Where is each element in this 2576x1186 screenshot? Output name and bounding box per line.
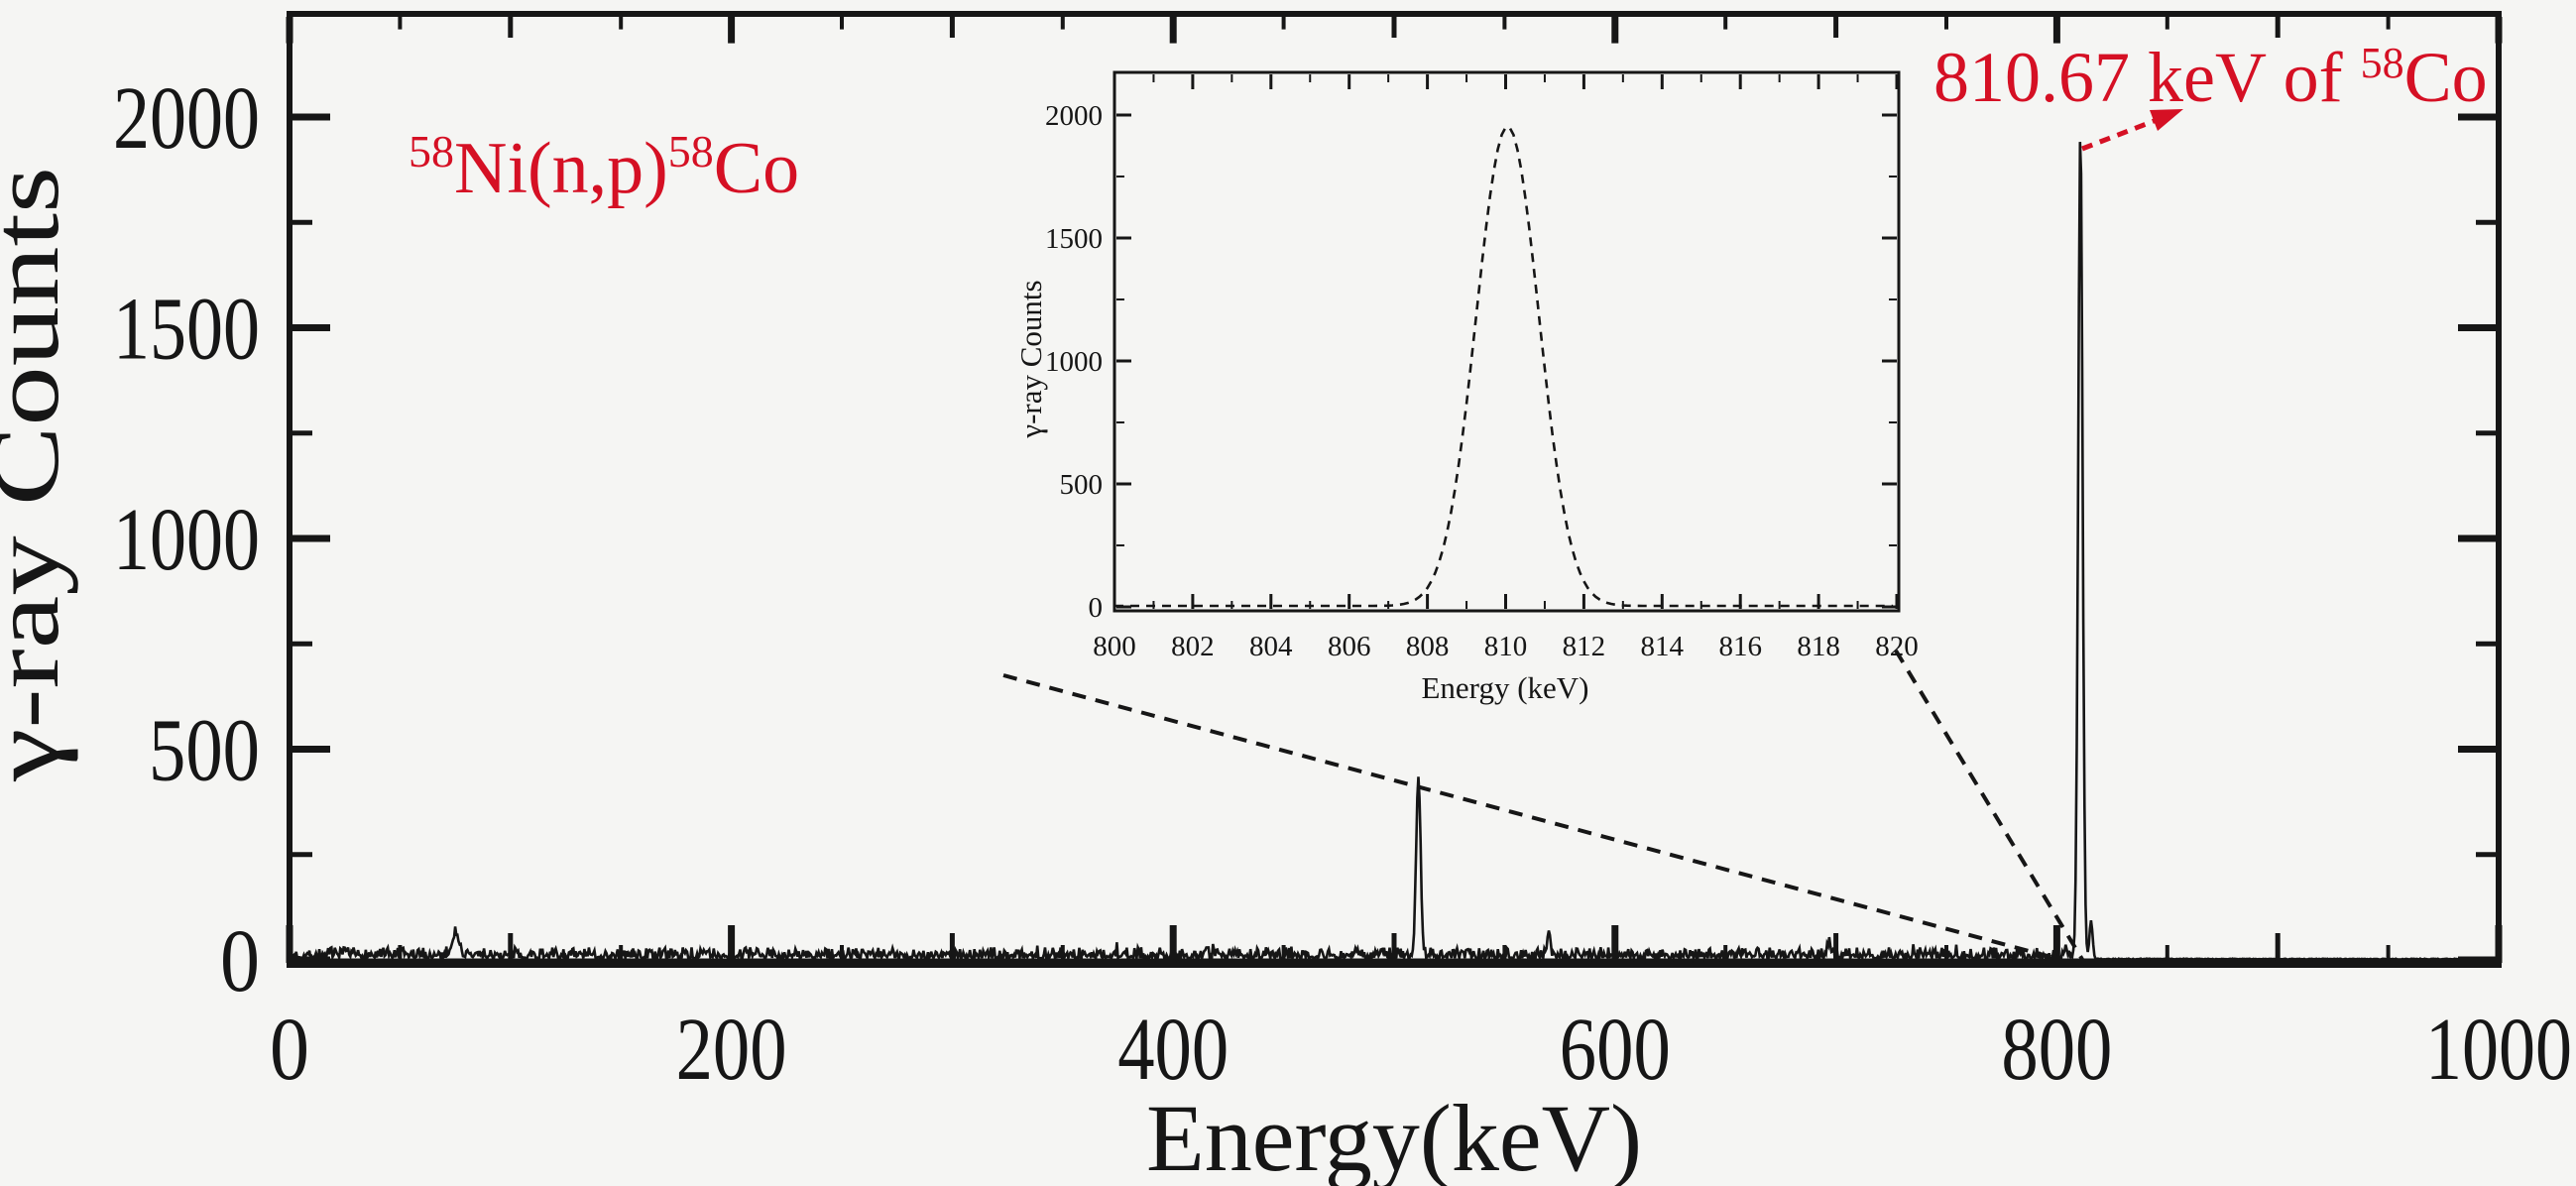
inset-callout-line-left [1002,673,2059,961]
main-y-axis-title: γ-ray Counts [0,167,78,782]
inset-y-tick-label: 0 [1089,592,1104,624]
main-axis-ticks [286,17,2503,964]
peak-annotation-superscript: 58 [2361,39,2404,87]
inset-y-tick-label: 1000 [1045,346,1103,378]
inset-x-tick-label: 810 [1484,631,1528,662]
inset-x-tick-label: 816 [1718,631,1762,662]
peak-annotation-arrowhead-icon [2150,109,2183,131]
peak-annotation-arrow-line [2081,115,2163,152]
y-tick-label: 0 [220,912,260,1010]
x-tick-label: 1000 [2425,1001,2572,1099]
inset-y-axis-title: γ-ray Counts [1013,280,1048,438]
y-tick-label: 1500 [113,281,260,379]
reaction-body-2: Co [714,128,799,209]
reaction-superscript-1: 58 [409,126,454,177]
inset-x-tick-label: 820 [1875,631,1919,662]
inset-x-tick-label: 806 [1328,631,1371,662]
inset-y-tick-label: 1500 [1045,223,1103,255]
y-tick-label: 1000 [113,491,260,589]
inset-x-tick-label: 812 [1563,631,1606,662]
inset-peak-curve [1114,126,1894,608]
inset-axis-tick-labels: 800 802 804 806 808 810 812 814 816 818 820 0 500 100… [1045,100,1919,662]
inset-x-tick-label: 804 [1249,631,1293,662]
main-x-axis-title: Energy(keV) [1146,1085,1642,1186]
peak-annotation: 810.67 keV of 58Co [1933,38,2488,117]
inset-gaussian-line [1114,126,1894,608]
x-tick-label: 200 [676,1001,787,1099]
inset-x-tick-label: 818 [1797,631,1840,662]
reaction-annotation: 58Ni(n,p)58Co [409,126,799,209]
inset-x-tick-label: 808 [1406,631,1450,662]
y-tick-label: 500 [149,702,260,800]
reaction-superscript-2: 58 [668,126,714,177]
peak-annotation-isotope: Co [2404,38,2488,117]
inset-callout-line-right [1894,649,2088,968]
inset-x-axis-title: Energy (keV) [1421,670,1588,705]
inset-x-tick-label: 814 [1641,631,1685,662]
reaction-body-1: Ni(n,p) [454,128,668,209]
spectrum-trace [288,142,2500,964]
main-axis-tick-labels: 0 200 400 600 800 1000 0 500 1000 1500 2000 [113,69,2572,1099]
x-tick-label: 400 [1117,1001,1229,1099]
spectrum-line [288,142,2500,964]
inset-x-tick-label: 802 [1171,631,1215,662]
inset-plot-frame [1112,70,1901,613]
inset-y-tick-label: 500 [1060,469,1104,501]
inset-y-tick-label: 2000 [1045,100,1103,132]
peak-annotation-text: 810.67 keV of [1933,38,2361,117]
inset-axis-ticks [1112,74,1899,609]
x-tick-label: 800 [2001,1001,2112,1099]
y-tick-label: 2000 [113,69,260,168]
x-tick-label: 0 [270,1001,309,1099]
x-tick-label: 600 [1560,1001,1671,1099]
inset-x-tick-label: 800 [1093,631,1136,662]
